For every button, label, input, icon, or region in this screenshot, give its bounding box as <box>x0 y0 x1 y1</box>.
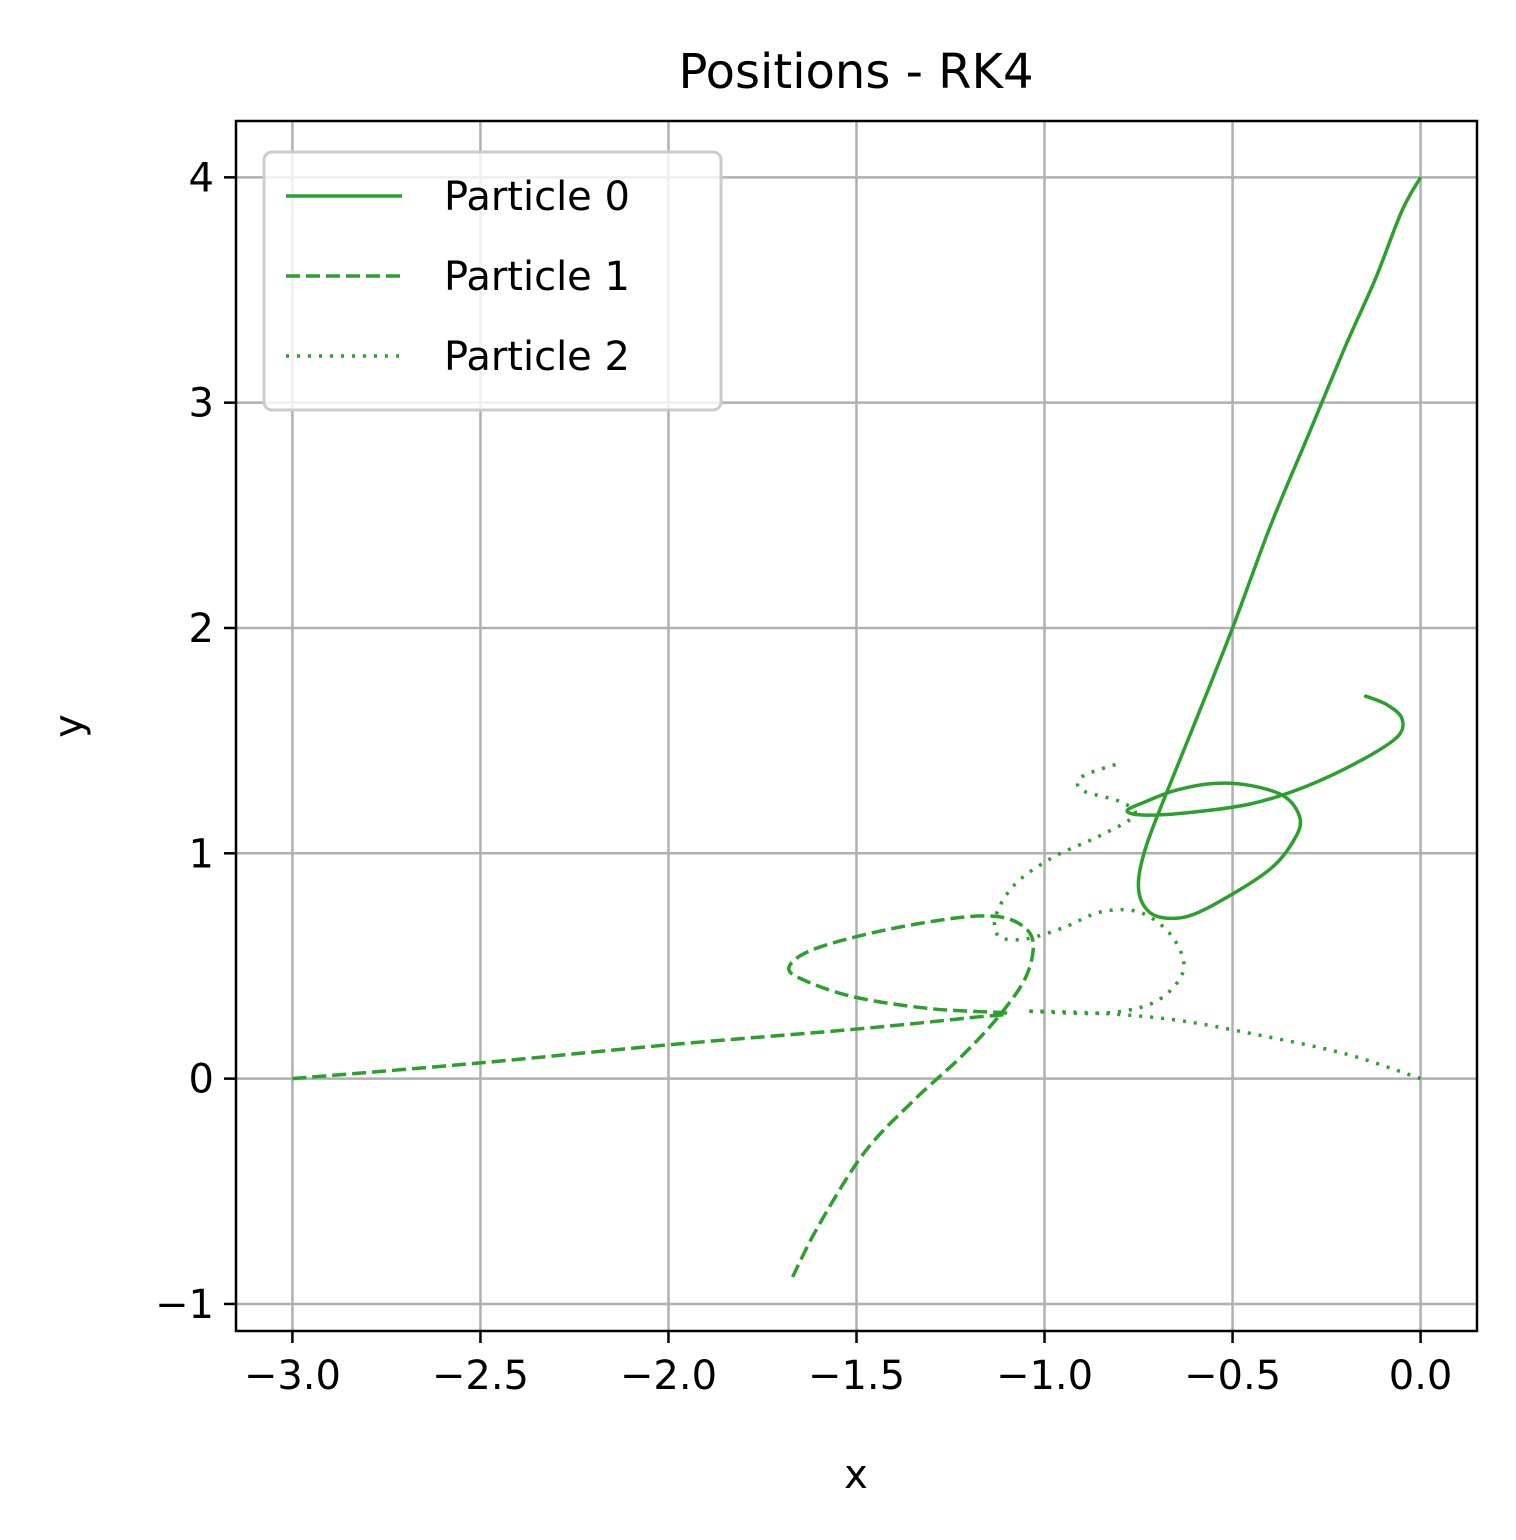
axis-ticks: −3.0 −2.5 −2.0 −1.5 −1.0 −0.5 0.0 −1 0 1 2 3 4 <box>155 155 1452 1399</box>
y-tick-label: 4 <box>189 155 214 201</box>
x-tick-label: −1.0 <box>996 1353 1093 1399</box>
y-tick-label: 0 <box>189 1057 214 1103</box>
chart-title: Positions - RK4 <box>678 44 1033 100</box>
legend: Particle 0 Particle 1 Particle 2 <box>262 150 723 412</box>
x-tick-label: −0.5 <box>1184 1353 1281 1399</box>
legend-label-2: Particle 2 <box>444 334 630 380</box>
x-tick-label: −2.5 <box>432 1353 529 1399</box>
y-tick-label: 3 <box>189 381 214 427</box>
legend-frame <box>262 150 723 412</box>
legend-label-1: Particle 1 <box>444 254 630 300</box>
x-tick-label: −2.0 <box>620 1353 717 1399</box>
y-tick-label: 1 <box>189 831 214 877</box>
x-tick-label: 0.0 <box>1389 1353 1453 1399</box>
x-tick-label: −3.0 <box>244 1353 341 1399</box>
series-lines <box>292 176 1423 1278</box>
y-tick-label: 2 <box>189 606 214 652</box>
x-axis-label: x <box>844 1452 868 1498</box>
y-tick-label: −1 <box>155 1282 214 1328</box>
x-tick-label: −1.5 <box>808 1353 905 1399</box>
series-line-1 <box>292 914 1036 1278</box>
y-axis-label: y <box>46 714 92 738</box>
series-line-0 <box>1125 176 1423 921</box>
legend-label-0: Particle 0 <box>444 174 630 220</box>
